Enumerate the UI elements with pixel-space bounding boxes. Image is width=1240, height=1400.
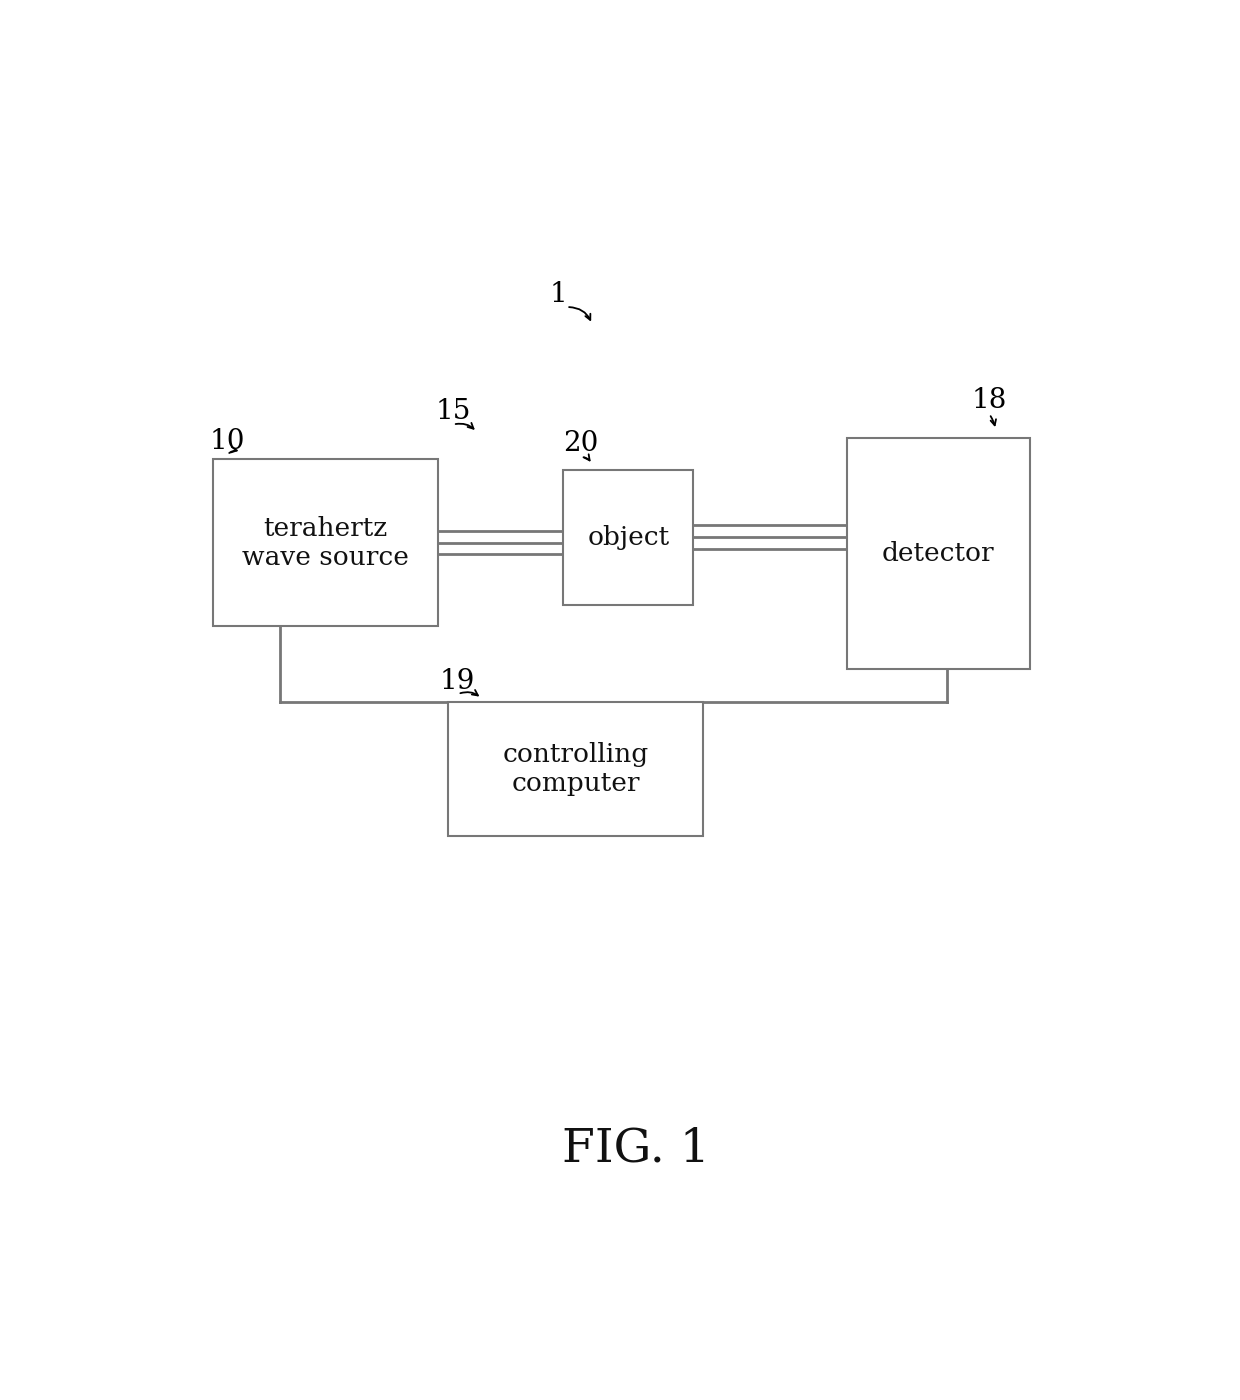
Text: 15: 15 — [435, 398, 471, 426]
Text: 18: 18 — [971, 388, 1007, 414]
Text: object: object — [588, 525, 670, 550]
Text: detector: detector — [882, 540, 994, 566]
Text: 19: 19 — [440, 668, 475, 694]
Text: terahertz
wave source: terahertz wave source — [242, 515, 409, 570]
Text: controlling
computer: controlling computer — [502, 742, 649, 797]
Text: FIG. 1: FIG. 1 — [562, 1127, 709, 1172]
FancyBboxPatch shape — [213, 459, 439, 626]
Text: 1: 1 — [549, 280, 568, 308]
FancyBboxPatch shape — [847, 437, 1029, 669]
Text: 10: 10 — [210, 428, 244, 455]
FancyBboxPatch shape — [448, 701, 703, 836]
Text: 20: 20 — [563, 430, 599, 458]
FancyBboxPatch shape — [563, 470, 693, 605]
